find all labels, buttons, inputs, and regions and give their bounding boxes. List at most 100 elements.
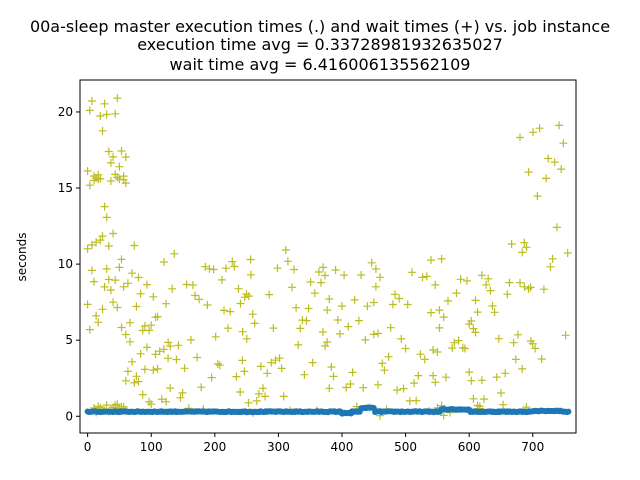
wait-time-marker [456,275,465,284]
wait-time-marker [186,335,195,344]
wait-time-marker [109,298,118,307]
wait-time-marker [283,257,292,266]
wait-time-marker [115,162,124,171]
wait-time-marker [367,258,376,267]
wait-time-marker [344,322,353,331]
wait-time-marker [242,334,251,343]
wait-time-marker [444,296,452,305]
wait-time-marker [281,246,290,254]
wait-time-marker [414,371,423,380]
wait-time-marker [386,323,395,332]
wait-time-marker [195,295,204,304]
wait-time-marker [292,303,301,312]
y-tick-label: 10 [58,257,73,271]
wait-time-marker [207,373,216,382]
wait-time-marker [546,262,555,271]
wait-time-marker [318,328,327,336]
wait-time-marker [439,313,448,322]
wait-time-marker [302,316,311,325]
wait-time-marker [228,257,237,266]
wait-time-marker [119,282,128,291]
wait-time-marker [410,379,419,388]
wait-time-marker [201,262,210,271]
wait-time-marker [106,177,115,185]
wait-time-marker [516,278,524,287]
wait-time-marker [153,312,162,321]
wait-time-marker [429,371,438,380]
wait-time-marker [471,328,480,337]
wait-time-marker [435,306,444,315]
wait-time-marker [477,376,486,385]
wait-time-marker [503,290,512,299]
wait-time-marker [327,363,336,371]
wait-time-marker [331,266,340,274]
wait-time-marker [238,327,247,336]
wait-time-marker [482,280,491,289]
wait-time-marker [516,133,524,142]
wait-time-marker [132,302,141,311]
wait-time-marker [544,154,553,163]
wait-time-marker [454,336,463,345]
wait-time-marker [329,372,338,381]
wait-time-marker [115,263,124,272]
wait-time-marker [427,308,435,317]
wait-time-marker [539,285,548,294]
wait-time-marker [90,176,98,185]
wait-time-marker [96,174,105,183]
wait-time-marker [224,324,233,333]
y-axis-label: seconds [15,232,29,281]
wait-time-marker [188,281,197,289]
wait-time-marker [450,338,459,347]
wait-time-marker [238,356,247,365]
wait-time-marker [106,158,115,167]
wait-time-marker [215,361,224,370]
wait-time-marker [319,263,328,272]
wait-time-marker [102,264,111,273]
wait-time-marker [162,299,170,308]
wait-time-marker [147,321,156,330]
wait-time-marker [267,358,276,367]
wait-time-marker [492,373,501,382]
wait-time-marker [83,167,92,175]
wait-time-marker [518,248,527,257]
wait-time-marker [306,278,315,286]
wait-time-marker [85,181,94,190]
wait-time-marker [94,318,103,327]
wait-time-marker [100,202,109,211]
wait-time-marker [323,338,332,346]
wait-time-marker [265,290,274,299]
wait-time-marker [323,306,332,315]
wait-time-marker [277,364,286,373]
wait-time-marker [92,238,101,247]
wait-time-marker [240,367,249,376]
wait-time-marker [121,330,130,339]
wait-time-marker [123,367,132,376]
wait-time-marker [529,128,537,137]
wait-time-marker [128,269,137,278]
wait-time-marker [136,289,145,298]
wait-time-marker [159,345,168,354]
y-tick-label: 5 [65,333,73,347]
wait-time-marker [100,99,109,108]
wait-time-marker [477,271,486,280]
wait-time-marker [263,369,272,378]
wait-time-marker [85,106,94,115]
wait-time-marker [325,384,334,393]
wait-time-marker [488,301,497,310]
wait-time-marker [261,392,270,401]
wait-time-marker [176,393,185,402]
wait-time-marker [509,338,518,347]
axes: 0 100 200 300 400 500 600 700 0 5 10 15 20 [58,105,544,454]
wait-time-marker [452,289,461,298]
x-tick-label: 600 [458,440,481,454]
wait-time-marker [172,355,181,364]
wait-time-marker [333,316,342,324]
chart-title: 00a-sleep master execution times (.) and… [30,17,610,74]
wait-time-marker [290,265,299,274]
wait-time-marker [418,273,427,282]
wait-time-marker [431,280,440,289]
wait-time-marker [203,301,212,309]
x-tick-label: 700 [521,440,544,454]
execution-time-point [565,408,572,415]
